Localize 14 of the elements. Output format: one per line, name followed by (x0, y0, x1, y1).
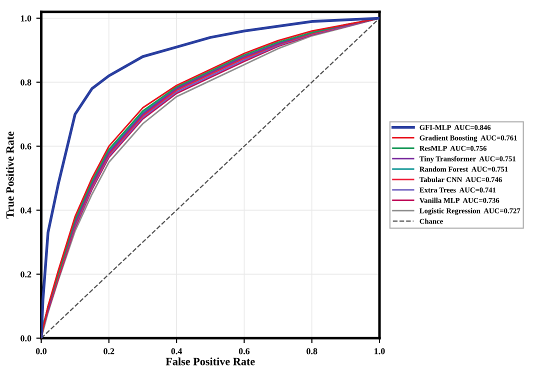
x-tick-label: 0.6 (238, 348, 250, 354)
y-tick-label: 0.0 (20, 335, 32, 342)
x-axis-title: False Positive Rate (166, 357, 255, 366)
y-tick-label: 0.2 (20, 271, 32, 278)
x-tick-label: 0.2 (104, 348, 114, 354)
y-tick-label: 0.4 (20, 207, 32, 214)
x-tick-label: 0.8 (306, 348, 318, 354)
x-tick-label: 1.0 (374, 348, 385, 354)
y-tick-label: 0.8 (20, 79, 32, 86)
y-tick-label: 1.0 (20, 15, 32, 22)
y-tick-label: 0.6 (20, 143, 32, 150)
x-tick-label: 0.0 (36, 348, 47, 354)
x-tick-label: 0.4 (171, 348, 182, 354)
y-axis-title: True Positive Rate (6, 132, 14, 219)
